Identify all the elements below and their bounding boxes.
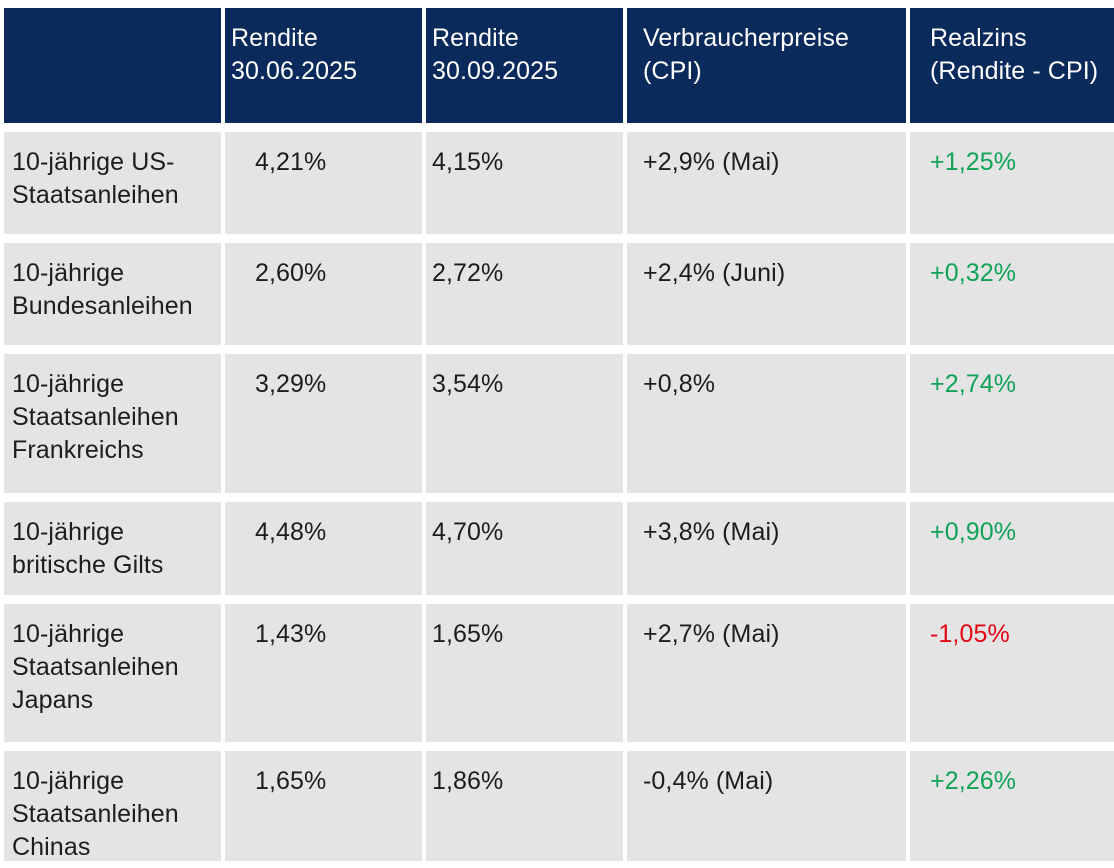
cell-uk-rendite-0930: 4,70% xyxy=(426,502,623,595)
cell-jp-realzins: -1,05% xyxy=(910,604,1114,742)
header-cell-rendite-0630: Rendite 30.06.2025 xyxy=(225,8,422,123)
header-cell-cpi: Verbraucherpreise (CPI) xyxy=(627,8,906,123)
row-label-bund: 10-jährige Bundesanleihen xyxy=(4,243,221,345)
cell-us-cpi: +2,9% (Mai) xyxy=(627,132,906,234)
cell-fr-realzins: +2,74% xyxy=(910,354,1114,493)
cell-bund-rendite-0930: 2,72% xyxy=(426,243,623,345)
row-label-frankreich: 10-jährige Staatsanleihen Frankreichs xyxy=(4,354,221,493)
cell-jp-rendite-0930: 1,65% xyxy=(426,604,623,742)
header-cell-rendite-0930: Rendite 30.09.2025 xyxy=(426,8,623,123)
cell-bund-realzins: +0,32% xyxy=(910,243,1114,345)
cell-bund-rendite-0630: 2,60% xyxy=(225,243,422,345)
cell-fr-cpi: +0,8% xyxy=(627,354,906,493)
cell-us-rendite-0930: 4,15% xyxy=(426,132,623,234)
cell-uk-realzins: +0,90% xyxy=(910,502,1114,595)
cell-cn-cpi: -0,4% (Mai) xyxy=(627,751,906,861)
cell-cn-rendite-0630: 1,65% xyxy=(225,751,422,861)
cell-cn-rendite-0930: 1,86% xyxy=(426,751,623,861)
row-label-us: 10-jährige US-Staatsanleihen xyxy=(4,132,221,234)
cell-jp-cpi: +2,7% (Mai) xyxy=(627,604,906,742)
cell-us-realzins: +1,25% xyxy=(910,132,1114,234)
cell-fr-rendite-0930: 3,54% xyxy=(426,354,623,493)
cell-uk-cpi: +3,8% (Mai) xyxy=(627,502,906,595)
row-label-gilts: 10-jährige britische Gilts xyxy=(4,502,221,595)
header-cell-realzins: Realzins (Rendite - CPI) xyxy=(910,8,1114,123)
row-label-china: 10-jährige Staatsanleihen Chinas xyxy=(4,751,221,861)
header-cell-empty xyxy=(4,8,221,123)
cell-jp-rendite-0630: 1,43% xyxy=(225,604,422,742)
cell-us-rendite-0630: 4,21% xyxy=(225,132,422,234)
cell-uk-rendite-0630: 4,48% xyxy=(225,502,422,595)
row-label-japan: 10-jährige Staatsanleihen Japans xyxy=(4,604,221,742)
cell-fr-rendite-0630: 3,29% xyxy=(225,354,422,493)
cell-bund-cpi: +2,4% (Juni) xyxy=(627,243,906,345)
cell-cn-realzins: +2,26% xyxy=(910,751,1114,861)
